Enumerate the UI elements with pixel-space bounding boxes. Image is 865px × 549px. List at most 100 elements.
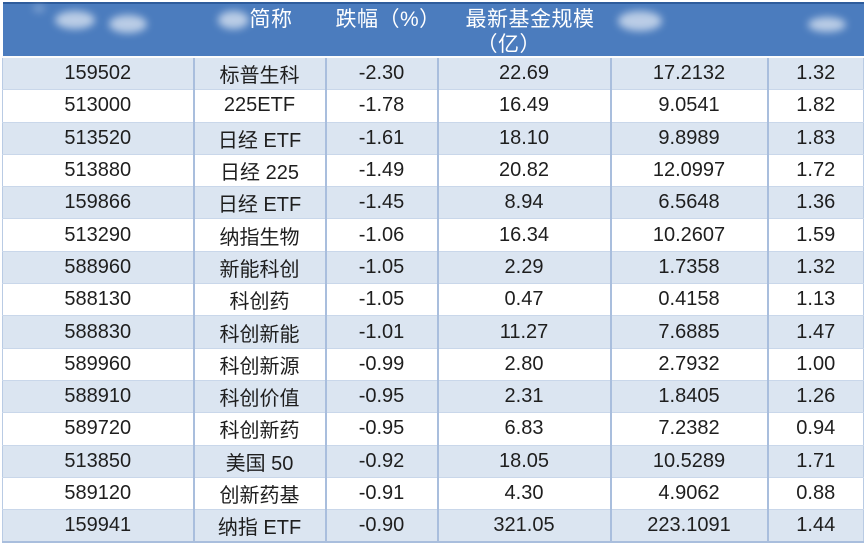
cell-fund-scale: 8.94 <box>437 186 612 220</box>
cell-fund-code: 588830 <box>2 315 195 349</box>
table-row: 588830 科创新能 -1.01 11.27 7.6885 1.47 <box>2 315 864 349</box>
cell-fund-scale: 2.31 <box>437 380 612 414</box>
cell-change-pct: -1.01 <box>325 315 439 349</box>
cell-fund-scale: 22.69 <box>437 57 612 91</box>
cell-change-pct: -1.61 <box>325 122 439 155</box>
cell-value-col5: 9.8989 <box>610 122 769 155</box>
header-row: 简称 跌幅（%） 最新基金规模 （亿） <box>2 2 864 58</box>
cell-value-col6: 0.88 <box>767 477 864 511</box>
cell-fund-code: 513880 <box>2 154 195 188</box>
cell-fund-code: 588130 <box>2 283 195 317</box>
cell-fund-name: 日经 ETF <box>193 186 327 220</box>
cell-change-pct: -0.91 <box>325 477 439 511</box>
cell-value-col6: 1.44 <box>767 509 864 544</box>
cell-fund-scale: 2.80 <box>437 348 612 381</box>
column-header-scale-unit: （亿） <box>476 33 541 56</box>
cell-value-col5: 0.4158 <box>610 283 769 317</box>
cell-value-col6: 1.83 <box>767 122 864 155</box>
cell-value-col5: 6.5648 <box>610 186 769 220</box>
cell-fund-code: 513520 <box>2 122 195 155</box>
cell-change-pct: -0.95 <box>325 412 439 446</box>
cell-value-col6: 1.00 <box>767 348 864 381</box>
cell-fund-scale: 6.83 <box>437 412 612 446</box>
cell-fund-name: 创新药基 <box>193 477 327 511</box>
cell-value-col5: 223.1091 <box>610 509 769 544</box>
redacted-text-smudge <box>32 5 45 12</box>
cell-fund-code: 589720 <box>2 412 195 446</box>
cell-change-pct: -0.95 <box>325 380 439 414</box>
cell-value-col5: 7.6885 <box>610 315 769 349</box>
cell-change-pct: -1.06 <box>325 218 439 252</box>
table-row: 513850 美国 50 -0.92 18.05 10.5289 1.71 <box>2 445 864 478</box>
table-row: 159941 纳指 ETF -0.90 321.05 223.1091 1.44 <box>2 509 864 544</box>
table-row: 159502 标普生科 -2.30 22.69 17.2132 1.32 <box>2 57 864 91</box>
header-bar: 简称 跌幅（%） 最新基金规模 （亿） <box>3 4 864 56</box>
cell-value-col6: 1.36 <box>767 186 864 220</box>
cell-fund-name: 科创价值 <box>193 380 327 414</box>
column-header-name: 简称 <box>249 8 293 31</box>
cell-change-pct: -1.45 <box>325 186 439 220</box>
cell-change-pct: -1.05 <box>325 251 439 285</box>
table-row: 588130 科创药 -1.05 0.47 0.4158 1.13 <box>2 283 864 317</box>
cell-fund-code: 159941 <box>2 509 195 544</box>
cell-change-pct: -1.49 <box>325 154 439 188</box>
cell-value-col5: 4.9062 <box>610 477 769 511</box>
cell-value-col5: 9.0541 <box>610 89 769 123</box>
cell-fund-code: 588960 <box>2 251 195 285</box>
cell-value-col5: 1.8405 <box>610 380 769 414</box>
cell-value-col5: 10.2607 <box>610 218 769 252</box>
cell-fund-name: 日经 225 <box>193 154 327 188</box>
cell-value-col5: 10.5289 <box>610 445 769 478</box>
cell-value-col5: 2.7932 <box>610 348 769 381</box>
table-row: 588960 新能科创 -1.05 2.29 1.7358 1.32 <box>2 251 864 285</box>
table-body: 159502 标普生科 -2.30 22.69 17.2132 1.32 513… <box>2 57 864 544</box>
cell-fund-name: 科创新源 <box>193 348 327 381</box>
cell-value-col5: 17.2132 <box>610 57 769 91</box>
cell-fund-scale: 16.49 <box>437 89 612 123</box>
redacted-text-smudge <box>807 17 846 32</box>
cell-value-col5: 7.2382 <box>610 412 769 446</box>
cell-fund-scale: 11.27 <box>437 315 612 349</box>
cell-fund-scale: 321.05 <box>437 509 612 544</box>
cell-fund-name: 科创新能 <box>193 315 327 349</box>
cell-fund-name: 科创药 <box>193 283 327 317</box>
cell-fund-scale: 4.30 <box>437 477 612 511</box>
cell-fund-scale: 18.05 <box>437 445 612 478</box>
table-header: 简称 跌幅（%） 最新基金规模 （亿） <box>2 2 864 58</box>
table-row: 588910 科创价值 -0.95 2.31 1.8405 1.26 <box>2 380 864 414</box>
cell-fund-name: 纳指 ETF <box>193 509 327 544</box>
cell-fund-code: 589960 <box>2 348 195 381</box>
cell-fund-scale: 18.10 <box>437 122 612 155</box>
table-row: 589960 科创新源 -0.99 2.80 2.7932 1.00 <box>2 348 864 381</box>
cell-change-pct: -0.92 <box>325 445 439 478</box>
cell-fund-name: 225ETF <box>193 89 327 123</box>
table-row: 513000 225ETF -1.78 16.49 9.0541 1.82 <box>2 89 864 123</box>
cell-change-pct: -1.78 <box>325 89 439 123</box>
cell-value-col6: 1.82 <box>767 89 864 123</box>
table-row: 159866 日经 ETF -1.45 8.94 6.5648 1.36 <box>2 186 864 220</box>
cell-fund-scale: 2.29 <box>437 251 612 285</box>
cell-fund-code: 513850 <box>2 445 195 478</box>
cell-value-col6: 1.32 <box>767 251 864 285</box>
cell-fund-code: 513290 <box>2 218 195 252</box>
table-row: 589720 科创新药 -0.95 6.83 7.2382 0.94 <box>2 412 864 446</box>
table-row: 589120 创新药基 -0.91 4.30 4.9062 0.88 <box>2 477 864 511</box>
cell-value-col6: 1.13 <box>767 283 864 317</box>
cell-fund-name: 美国 50 <box>193 445 327 478</box>
cell-fund-name: 纳指生物 <box>193 218 327 252</box>
table-row: 513290 纳指生物 -1.06 16.34 10.2607 1.59 <box>2 218 864 252</box>
cell-change-pct: -1.05 <box>325 283 439 317</box>
cell-fund-scale: 16.34 <box>437 218 612 252</box>
cell-fund-code: 159502 <box>2 57 195 91</box>
cell-value-col5: 12.0997 <box>610 154 769 188</box>
cell-value-col6: 1.47 <box>767 315 864 349</box>
table-row: 513520 日经 ETF -1.61 18.10 9.8989 1.83 <box>2 122 864 155</box>
cell-value-col6: 1.71 <box>767 445 864 478</box>
redacted-text-smudge <box>217 11 249 29</box>
redacted-text-smudge <box>54 11 95 29</box>
redacted-text-smudge <box>108 15 147 33</box>
cell-value-col6: 1.72 <box>767 154 864 188</box>
cell-fund-code: 589120 <box>2 477 195 511</box>
